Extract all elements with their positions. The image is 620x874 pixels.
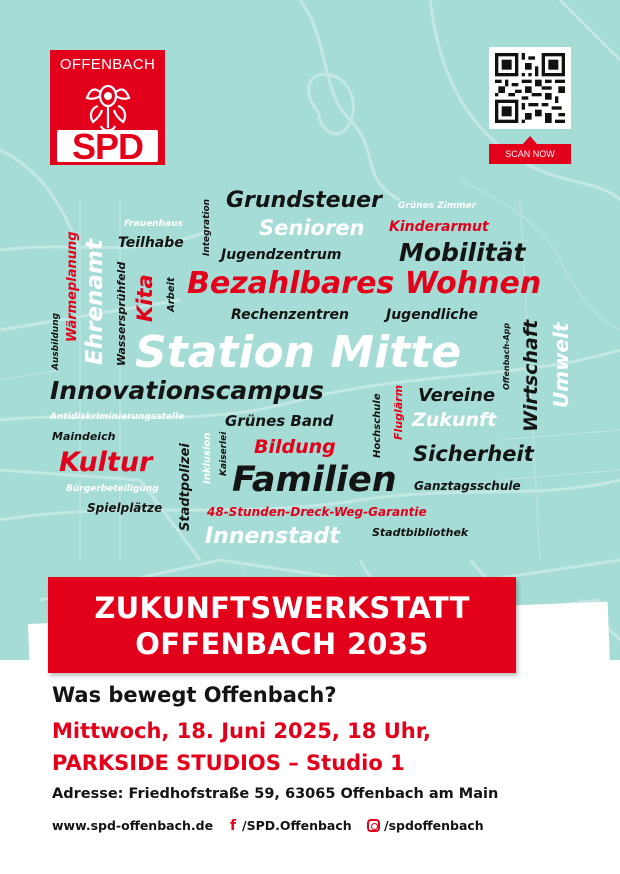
- word-innenstadt: Innenstadt: [205, 524, 340, 549]
- word-offenbach-app: Offenbach-App: [502, 322, 511, 390]
- event-address: Adresse: Friedhofstraße 59, 63065 Offenb…: [52, 786, 499, 802]
- banner-title-line2: OFFENBACH 2035: [135, 627, 429, 661]
- word-integration: Integration: [202, 198, 212, 256]
- spd-offenbach-logo: OFFENBACH SPD: [50, 50, 165, 167]
- facebook-icon: f: [230, 818, 237, 834]
- word-wirtschaft: Wirtschaft: [520, 319, 542, 432]
- instagram-icon: [367, 819, 380, 832]
- word-gruenes-band: Grünes Band: [225, 412, 334, 430]
- logo-party: SPD: [71, 126, 144, 167]
- banner-title-line1: ZUKUNFTSWERKSTATT: [94, 591, 470, 625]
- event-venue: PARKSIDE STUDIOS – Studio 1: [52, 751, 405, 775]
- word-bildung: Bildung: [254, 436, 336, 458]
- word-grundsteuer: Grundsteuer: [226, 188, 382, 213]
- word-teilhabe: Teilhabe: [118, 235, 184, 251]
- word-frauenhaus: Frauenhaus: [124, 219, 183, 229]
- word-kita: Kita: [133, 274, 157, 322]
- logo-city: OFFENBACH: [59, 56, 156, 73]
- word-maindeich: Maindeich: [52, 430, 116, 443]
- word-jugendzentrum: Jugendzentrum: [221, 247, 342, 263]
- bottom-panel: [0, 660, 620, 874]
- event-question: Was bewegt Offenbach?: [52, 683, 337, 707]
- event-date: Mittwoch, 18. Juni 2025, 18 Uhr,: [52, 719, 431, 743]
- word-waermeplanung: Wärmeplanung: [65, 231, 80, 342]
- word-kinderarmut: Kinderarmut: [389, 219, 489, 235]
- word-kultur: Kultur: [59, 447, 153, 478]
- word-fluglaerm: Fluglärm: [392, 384, 405, 440]
- word-stadtbibliothek: Stadtbibliothek: [372, 526, 469, 539]
- word-mobilitaet: Mobilität: [399, 238, 526, 267]
- spd-wordmark-background: [57, 130, 158, 162]
- word-dreck-weg-garantie: 48-Stunden-Dreck-Weg-Garantie: [207, 505, 427, 519]
- word-vereine: Vereine: [418, 385, 496, 406]
- word-inklusion: Inklusion: [202, 432, 213, 484]
- word-senioren: Senioren: [259, 216, 365, 240]
- scan-now-label[interactable]: SCAN NOW: [489, 136, 571, 164]
- word-umwelt: Umwelt: [549, 322, 573, 408]
- word-antidiskriminierungsstelle: Antidiskriminierungsstelle: [50, 412, 185, 422]
- word-rechenzentren: Rechenzentren: [231, 307, 349, 323]
- word-ehrenamt: Ehrenamt: [82, 239, 108, 365]
- word-stadtpolizei: Stadtpolizei: [178, 443, 193, 531]
- word-jugendliche: Jugendliche: [386, 307, 479, 323]
- word-sicherheit: Sicherheit: [413, 442, 534, 466]
- word-kaiserlei: Kaiserlei: [219, 431, 229, 476]
- word-familien: Familien: [232, 460, 397, 500]
- word-station-mitte: Station Mitte: [135, 327, 462, 378]
- title-banner: ZUKUNFTSWERKSTATT OFFENBACH 2035: [48, 577, 516, 673]
- word-gruenes-zimmer: Grünes Zimmer: [398, 201, 477, 211]
- word-innovationscampus: Innovationscampus: [50, 376, 324, 405]
- word-arbeit: Arbeit: [166, 277, 177, 312]
- word-wasserspruehfeld: Wassersprühfeld: [115, 261, 128, 366]
- word-ganztagsschule: Ganztagsschule: [414, 479, 521, 493]
- word-buergerbeteiligung: Bürgerbeteiligung: [66, 484, 159, 494]
- word-zukunft: Zukunft: [412, 409, 497, 431]
- word-ausbildung: Ausbildung: [51, 312, 61, 370]
- word-hochschule: Hochschule: [372, 393, 383, 458]
- word-spielplaetze: Spielplätze: [87, 501, 163, 515]
- website-link[interactable]: www.spd-offenbach.de: [52, 818, 214, 833]
- qr-code-icon: [495, 53, 565, 123]
- facebook-link[interactable]: /SPD.Offenbach: [242, 818, 352, 833]
- word-bezahlbares-wohnen: Bezahlbares Wohnen: [187, 266, 542, 301]
- qr-code[interactable]: [489, 47, 571, 129]
- instagram-link[interactable]: /spdoffenbach: [384, 818, 484, 833]
